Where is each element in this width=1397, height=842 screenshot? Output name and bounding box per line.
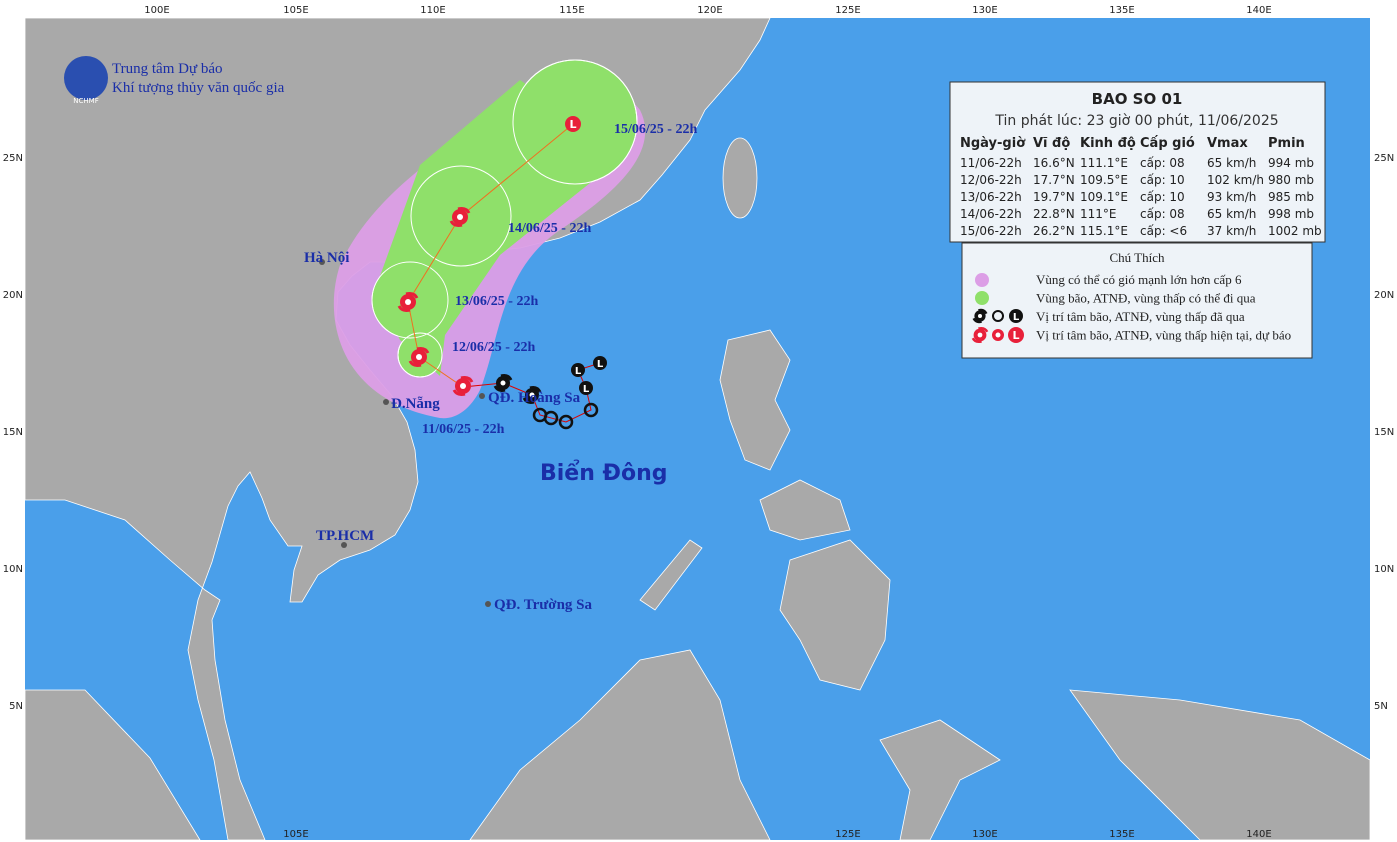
agency: NCHMF Trung tâm Dự báo Khí tượng thủy vă…: [64, 56, 285, 105]
table-cell: 12/06-22h: [960, 173, 1022, 187]
lon-label: 105E: [283, 829, 308, 840]
logo: [64, 56, 108, 100]
table-cell: 109.1°E: [1080, 190, 1128, 204]
table-cell: 994 mb: [1268, 156, 1314, 170]
place-label: Đ.Nẵng: [391, 396, 440, 412]
table-cell: 11/06-22h: [960, 156, 1022, 170]
place-label: Hà Nội: [304, 250, 349, 266]
track-label: 11/06/25 - 22h: [422, 422, 505, 437]
lat-label: 25N: [1374, 153, 1394, 164]
lon-label: 115E: [559, 5, 584, 16]
table-cell: cấp: 10: [1140, 190, 1185, 204]
legend-item: Vùng có thể có gió mạnh lớn hơn cấp 6: [1036, 272, 1242, 287]
lat-label: 5N: [9, 701, 23, 712]
legend-item: Vùng bão, ATNĐ, vùng thấp có thể đi qua: [1036, 291, 1256, 306]
legend-item: Vị trí tâm bão, ATNĐ, vùng thấp hiện tại…: [1036, 328, 1291, 343]
table-cell: cấp: 08: [1140, 207, 1185, 221]
lat-label: 15N: [3, 427, 23, 438]
place-label: QĐ. Trường Sa: [494, 597, 593, 613]
table-cell: 16.6°N: [1033, 156, 1075, 170]
table-cell: 93 km/h: [1207, 190, 1256, 204]
table-cell: 980 mb: [1268, 173, 1314, 187]
lon-label: 125E: [835, 829, 860, 840]
lon-label: 110E: [420, 5, 445, 16]
lon-label: 135E: [1109, 829, 1134, 840]
table-cell: 17.7°N: [1033, 173, 1075, 187]
table-cell: 15/06-22h: [960, 224, 1022, 238]
lon-label: 120E: [697, 5, 722, 16]
track-label: 12/06/25 - 22h: [452, 340, 535, 355]
lat-label: 15N: [1374, 427, 1394, 438]
table-cell: 37 km/h: [1207, 224, 1256, 238]
table-cell: 115.1°E: [1080, 224, 1128, 238]
lon-label: 135E: [1109, 5, 1134, 16]
table-cell: 14/06-22h: [960, 207, 1022, 221]
table-cell: cấp: 10: [1140, 173, 1185, 187]
column-header: Kinh độ: [1080, 136, 1136, 151]
column-header: Vĩ độ: [1033, 136, 1070, 151]
legend-symbols: [971, 273, 1024, 344]
track-label: 15/06/25 - 22h: [614, 122, 697, 137]
lon-label: 140E: [1246, 829, 1271, 840]
place-dots: [319, 259, 491, 607]
table-cell: 111°E: [1080, 207, 1117, 221]
legend-title: Chú Thích: [1109, 250, 1165, 265]
lat-label: 10N: [1374, 564, 1394, 575]
track-label: 13/06/25 - 22h: [455, 294, 538, 309]
sea-label: Biển Đông: [540, 460, 668, 486]
table-cell: cấp: <6: [1140, 224, 1187, 238]
lon-label: 130E: [972, 829, 997, 840]
info-issued: Tin phát lúc: 23 giờ 00 phút, 11/06/2025: [994, 113, 1278, 129]
lon-label: 105E: [283, 5, 308, 16]
table-cell: 26.2°N: [1033, 224, 1075, 238]
info-box: [949, 81, 1326, 243]
past-track: [462, 356, 607, 430]
column-header: Pmin: [1268, 136, 1305, 151]
lat-label: 20N: [3, 290, 23, 301]
table-cell: 102 km/h: [1207, 173, 1264, 187]
column-header: Vmax: [1207, 136, 1248, 151]
table-cell: cấp: 08: [1140, 156, 1185, 170]
lon-label: 140E: [1246, 5, 1271, 16]
track-label: 14/06/25 - 22h: [508, 221, 591, 236]
table-cell: 65 km/h: [1207, 207, 1256, 221]
legend-item: Vị trí tâm bão, ATNĐ, vùng thấp đã qua: [1036, 309, 1245, 324]
lon-label: 130E: [972, 5, 997, 16]
table-cell: 65 km/h: [1207, 156, 1256, 170]
lat-label: 5N: [1374, 701, 1388, 712]
table-cell: 985 mb: [1268, 190, 1314, 204]
table-cell: 22.8°N: [1033, 207, 1075, 221]
table-cell: 109.5°E: [1080, 173, 1128, 187]
agency-line: Khí tượng thủy văn quốc gia: [112, 80, 285, 96]
info-title: BAO SO 01: [1092, 90, 1183, 108]
lat-label: 25N: [3, 153, 23, 164]
table-cell: 19.7°N: [1033, 190, 1075, 204]
column-header: Cấp gió: [1140, 136, 1195, 151]
land: [24, 17, 1371, 841]
column-header: Ngày-giờ: [960, 136, 1026, 151]
lat-label: 10N: [3, 564, 23, 575]
table-cell: 1002 mb: [1268, 224, 1322, 238]
lon-label: 125E: [835, 5, 860, 16]
lon-label: 100E: [144, 5, 169, 16]
table-cell: 13/06-22h: [960, 190, 1022, 204]
lat-label: 20N: [1374, 290, 1394, 301]
table-cell: 111.1°E: [1080, 156, 1128, 170]
agency-line: Trung tâm Dự báo: [112, 61, 223, 77]
place-label: TP.HCM: [316, 528, 374, 544]
table-cell: 998 mb: [1268, 207, 1314, 221]
place-label: QĐ. Hoàng Sa: [488, 390, 581, 406]
logo-text: NCHMF: [73, 97, 98, 105]
